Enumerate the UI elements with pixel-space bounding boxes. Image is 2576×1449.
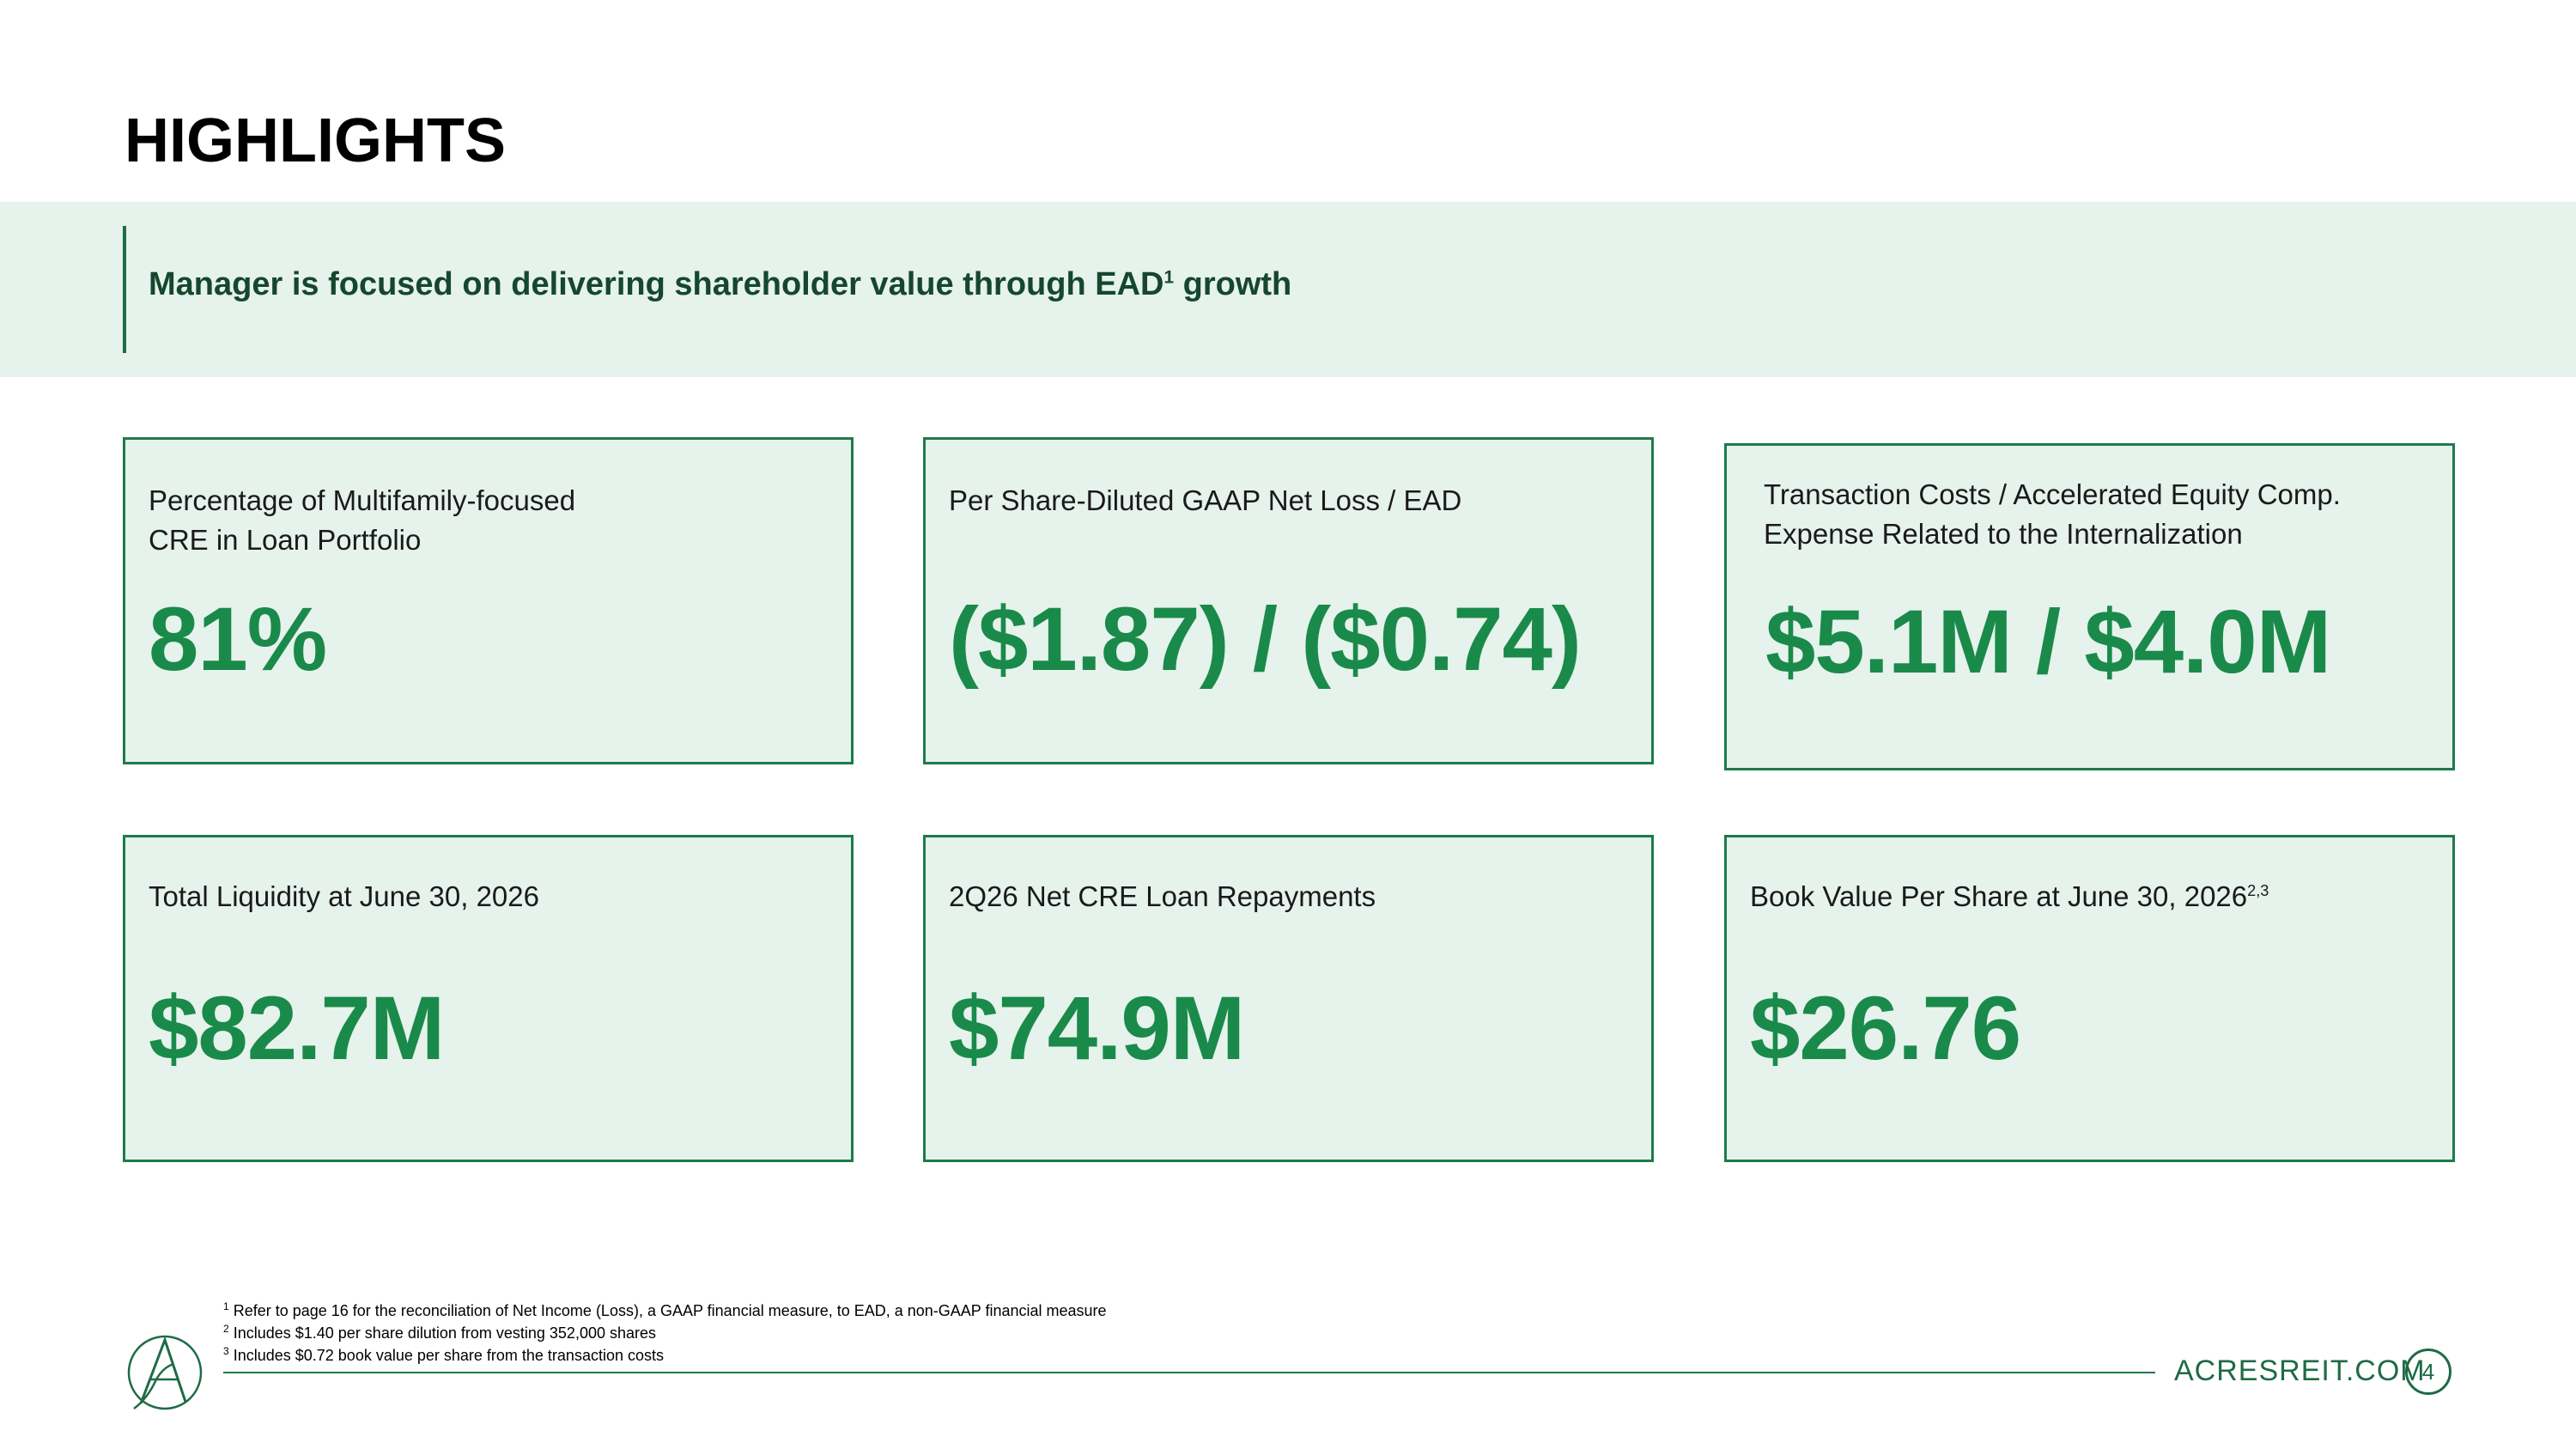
banner-accent-bar: [123, 226, 126, 353]
card-label-footnote-marker: 2,3: [2247, 882, 2269, 899]
banner-footnote-marker: 1: [1163, 267, 1175, 288]
banner-text: Manager is focused on delivering shareho…: [149, 268, 1291, 301]
page-number: 4: [2405, 1349, 2451, 1395]
card-value: $5.1M / $4.0M: [1765, 592, 2331, 692]
footnote-2: 2 Includes $1.40 per share dilution from…: [223, 1323, 657, 1342]
footnote-3: 3 Includes $0.72 book value per share fr…: [223, 1345, 664, 1364]
card-value: $26.76: [1750, 978, 2021, 1079]
footer-website-link[interactable]: ACRESREIT.COM: [2174, 1355, 2426, 1387]
card-value: $82.7M: [149, 978, 445, 1079]
page-title: HIGHLIGHTS: [125, 107, 506, 175]
card-label: Total Liquidity at June 30, 2026: [149, 880, 539, 912]
card-value: $74.9M: [949, 978, 1245, 1079]
card-label: 2Q26 Net CRE Loan Repayments: [949, 880, 1376, 912]
acres-logo-icon: [122, 1330, 208, 1416]
card-label-text: Book Value Per Share at June 30, 2026: [1750, 880, 2248, 912]
card-net-loss-ead: Per Share-Diluted GAAP Net Loss / EAD ($…: [923, 437, 1654, 764]
highlight-banner: [0, 202, 2576, 377]
card-label: Book Value Per Share at June 30, 20262,3: [1750, 877, 2269, 916]
card-total-liquidity: Total Liquidity at June 30, 2026 $82.7M: [123, 835, 854, 1162]
footer-divider: [223, 1372, 2155, 1373]
card-value: ($1.87) / ($0.74): [949, 589, 1582, 690]
banner-text-main: Manager is focused on delivering shareho…: [149, 266, 1164, 302]
footnotes: 1 Refer to page 16 for the reconciliatio…: [223, 1300, 1107, 1367]
card-loan-repayments: 2Q26 Net CRE Loan Repayments $74.9M: [923, 835, 1654, 1162]
card-transaction-costs: Transaction Costs / Accelerated Equity C…: [1724, 443, 2455, 770]
card-label: Per Share-Diluted GAAP Net Loss / EAD: [949, 484, 1462, 516]
card-book-value: Book Value Per Share at June 30, 20262,3…: [1724, 835, 2455, 1162]
card-multifamily-percentage: Percentage of Multifamily-focused CRE in…: [123, 437, 854, 764]
card-label: Transaction Costs / Accelerated Equity C…: [1764, 478, 2341, 550]
footnote-1: 1 Refer to page 16 for the reconciliatio…: [223, 1300, 1107, 1319]
banner-text-tail: growth: [1174, 266, 1292, 302]
card-value: 81%: [149, 589, 327, 690]
card-label: Percentage of Multifamily-focused CRE in…: [149, 484, 576, 556]
